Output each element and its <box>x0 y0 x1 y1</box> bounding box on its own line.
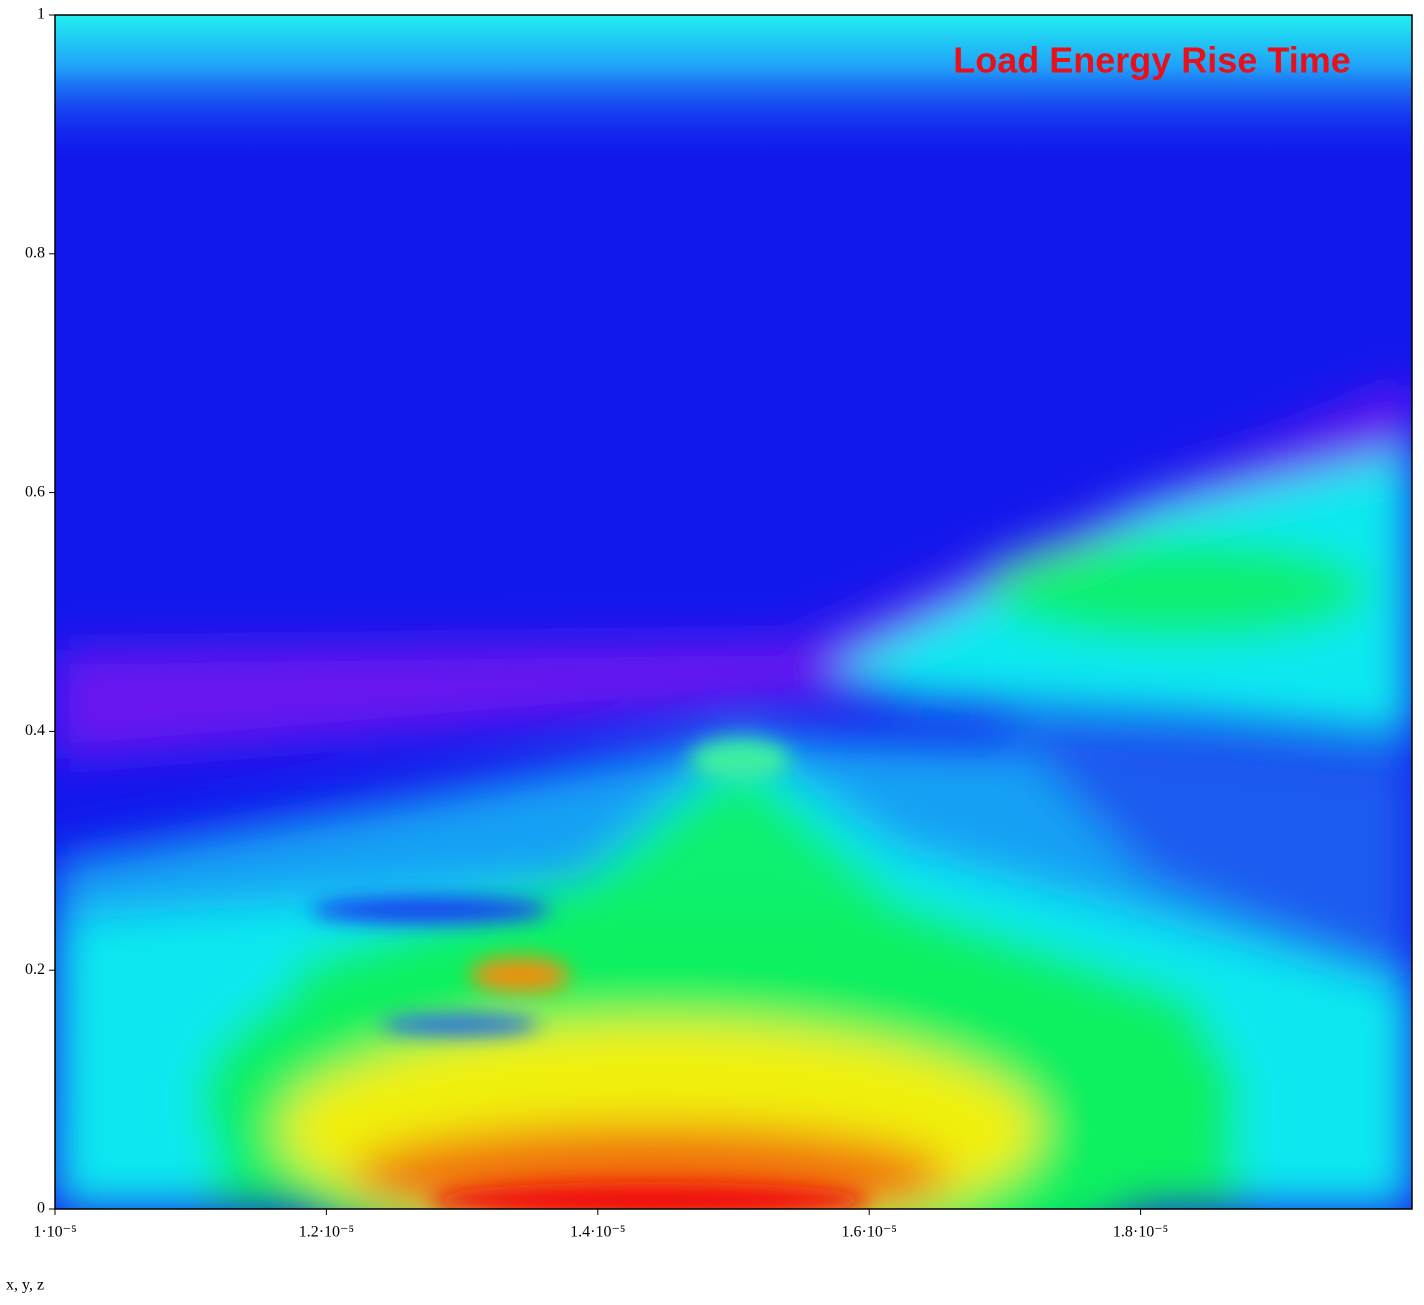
y-tick-label: 0.6 <box>25 483 45 500</box>
x-tick-label: 1.6·10⁻⁵ <box>842 1224 897 1241</box>
chart-title: Load Energy Rise Time <box>953 40 1350 81</box>
x-tick-label: 1·10⁻⁵ <box>33 1224 76 1241</box>
y-tick-label: 0.8 <box>25 244 45 261</box>
page: Load Energy Rise Time x, y, z 0 0.2 0.4 0.6… <box>0 0 1424 1305</box>
chart: Load Energy Rise Time x, y, z 0 0.2 0.4 0.6… <box>0 0 1424 1305</box>
y-tick-label: 1 <box>37 6 45 23</box>
axis-label: x, y, z <box>6 1277 44 1294</box>
x-tick-label: 1.8·10⁻⁵ <box>1113 1224 1168 1241</box>
x-tick-label: 1.2·10⁻⁵ <box>299 1224 354 1241</box>
y-tick-label: 0.4 <box>25 722 45 739</box>
color-field <box>55 15 1412 1290</box>
y-tick-label: 0.2 <box>25 961 45 978</box>
x-tick-label: 1.4·10⁻⁵ <box>570 1224 625 1241</box>
y-tick-label: 0 <box>37 1200 45 1217</box>
